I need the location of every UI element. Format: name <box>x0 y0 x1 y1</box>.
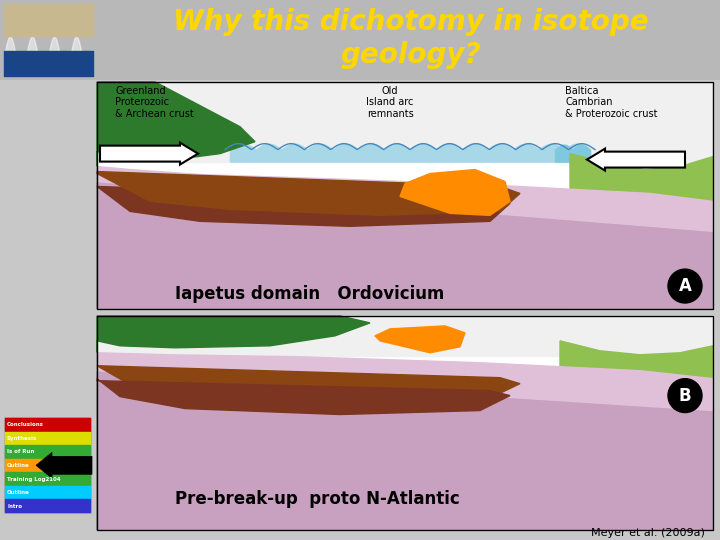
Bar <box>97 316 713 356</box>
Polygon shape <box>570 153 713 309</box>
Polygon shape <box>97 370 713 530</box>
Text: B: B <box>679 387 691 404</box>
FancyArrow shape <box>587 148 685 171</box>
Polygon shape <box>97 166 713 231</box>
Polygon shape <box>97 316 370 530</box>
Polygon shape <box>97 82 255 309</box>
Text: Greenland
Proterozoic
& Archean crust: Greenland Proterozoic & Archean crust <box>115 86 194 119</box>
Polygon shape <box>560 341 713 530</box>
Bar <box>97 82 713 309</box>
Polygon shape <box>97 379 510 415</box>
Bar <box>5 458 90 471</box>
Polygon shape <box>375 326 465 353</box>
Bar <box>5 431 90 444</box>
Polygon shape <box>97 366 520 401</box>
Text: Baltica
Cambrian
& Proterozoic crust: Baltica Cambrian & Proterozoic crust <box>565 86 657 119</box>
Bar <box>5 499 90 512</box>
Bar <box>97 82 713 161</box>
FancyArrow shape <box>100 143 198 165</box>
Bar <box>5 445 90 458</box>
Text: Meyer et al. (2009a): Meyer et al. (2009a) <box>591 528 705 538</box>
Bar <box>5 418 90 431</box>
Text: Old
Island arc
remnants: Old Island arc remnants <box>366 86 414 119</box>
Text: Is of Run: Is of Run <box>7 449 35 455</box>
Bar <box>4 416 91 513</box>
Text: Intro: Intro <box>7 503 22 509</box>
Text: Training Log2104: Training Log2104 <box>7 476 60 482</box>
Bar <box>97 316 713 530</box>
Text: Outline: Outline <box>7 490 30 495</box>
Text: Pre-break-up  proto N-Atlantic: Pre-break-up proto N-Atlantic <box>175 490 460 508</box>
Bar <box>97 316 713 530</box>
Bar <box>5 485 90 498</box>
Circle shape <box>668 269 702 303</box>
Polygon shape <box>97 353 713 410</box>
Polygon shape <box>400 170 510 215</box>
Text: Synthesis: Synthesis <box>7 436 37 441</box>
Polygon shape <box>97 181 713 309</box>
Bar <box>97 82 713 309</box>
Bar <box>5 472 90 485</box>
Circle shape <box>668 379 702 413</box>
Text: A: A <box>678 277 691 295</box>
Text: Iapetus domain   Ordovicium: Iapetus domain Ordovicium <box>175 285 444 303</box>
Text: Why this dichotomy in isotope
geology?: Why this dichotomy in isotope geology? <box>173 8 648 69</box>
Polygon shape <box>97 172 520 215</box>
Polygon shape <box>97 186 510 226</box>
FancyArrow shape <box>36 453 92 478</box>
Text: Conclusions: Conclusions <box>7 422 44 428</box>
Text: Outline: Outline <box>7 463 30 468</box>
